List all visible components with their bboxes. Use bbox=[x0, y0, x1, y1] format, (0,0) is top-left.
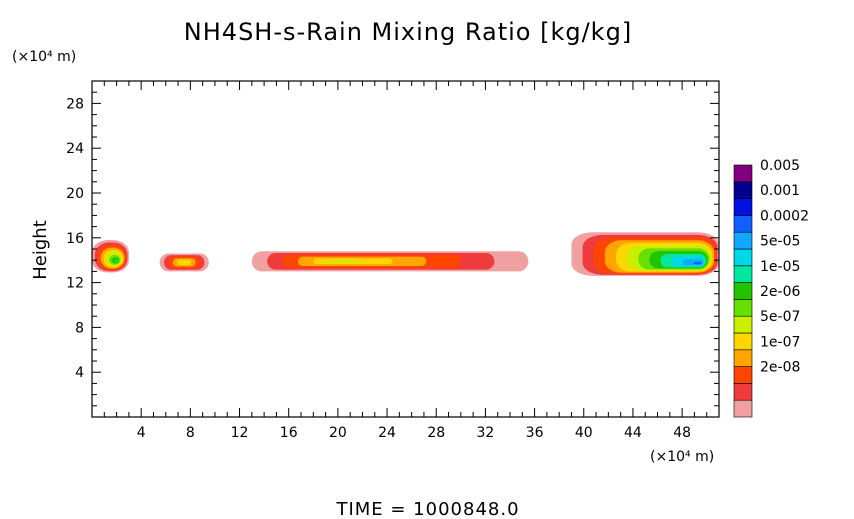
rain-region bbox=[92, 240, 129, 273]
x-tick-label: 20 bbox=[329, 425, 347, 441]
x-tick-label: 8 bbox=[186, 425, 195, 441]
colorbar-swatch bbox=[733, 332, 753, 351]
colorbar-swatch bbox=[733, 215, 753, 233]
heatmap-field bbox=[92, 232, 719, 276]
colorbar-swatch bbox=[733, 349, 753, 367]
colorbar-label: 0.001 bbox=[760, 183, 800, 199]
chart-title: NH4SH-s-Rain Mixing Ratio [kg/kg] bbox=[184, 18, 632, 46]
colorbar-swatch bbox=[733, 198, 753, 216]
plot-frame bbox=[91, 80, 720, 418]
y-tick-label: 4 bbox=[75, 365, 84, 381]
colorbar-label: 5e-05 bbox=[760, 234, 800, 250]
x-tick-label: 44 bbox=[624, 425, 642, 441]
y-tick-label: 24 bbox=[66, 141, 84, 157]
colorbar-swatch bbox=[733, 164, 753, 183]
colorbar-label: 5e-07 bbox=[760, 309, 800, 325]
x-axis: 4 8 12 16 20 24 28 32 36 40 44 48 bbox=[103, 81, 708, 441]
y-tick-label: 16 bbox=[66, 231, 84, 247]
colorbar-label: 2e-08 bbox=[760, 360, 800, 376]
rain-region bbox=[251, 251, 529, 272]
contour-band bbox=[328, 260, 359, 263]
y-axis: 4 8 12 16 20 24 28 bbox=[66, 91, 719, 407]
x-tick-label: 24 bbox=[378, 425, 396, 441]
colorbar: 0.005 0.001 0.0002 5e-05 1e-05 2e-06 5e-07 1e-0… bbox=[733, 158, 809, 418]
colorbar-swatch bbox=[733, 265, 753, 283]
y-unit-label: (×10⁴ m) bbox=[12, 49, 76, 65]
colorbar-swatch bbox=[733, 299, 753, 317]
y-axis-title: Height bbox=[30, 220, 51, 280]
x-tick-label: 36 bbox=[526, 425, 544, 441]
x-tick-label: 32 bbox=[476, 425, 494, 441]
colorbar-label: 0.0002 bbox=[760, 208, 809, 224]
x-tick-label: 40 bbox=[575, 425, 593, 441]
rain-region bbox=[571, 232, 719, 276]
contour-band bbox=[693, 261, 702, 265]
colorbar-swatch bbox=[733, 282, 753, 300]
colorbar-label: 0.005 bbox=[760, 158, 800, 174]
x-tick-label: 12 bbox=[231, 425, 249, 441]
contour-band bbox=[114, 259, 118, 263]
colorbar-swatch bbox=[733, 231, 753, 250]
y-tick-label: 8 bbox=[75, 320, 84, 336]
colorbar-label: 1e-07 bbox=[760, 334, 800, 350]
y-tick-label: 28 bbox=[66, 96, 84, 112]
colorbar-label: 1e-05 bbox=[760, 259, 800, 275]
x-tick-label: 28 bbox=[427, 425, 445, 441]
colorbar-swatch bbox=[733, 383, 753, 401]
colorbar-swatch bbox=[733, 181, 753, 199]
x-unit-label: (×10⁴ m) bbox=[650, 449, 714, 465]
x-tick-label: 4 bbox=[137, 425, 146, 441]
y-tick-label: 12 bbox=[66, 276, 84, 292]
colorbar-swatch bbox=[733, 315, 753, 334]
colorbar-swatch bbox=[733, 366, 753, 384]
colorbar-label: 2e-06 bbox=[760, 284, 800, 300]
y-tick-label: 20 bbox=[66, 186, 84, 202]
x-tick-label: 16 bbox=[280, 425, 298, 441]
rain-region bbox=[159, 253, 209, 272]
contour-band bbox=[181, 261, 187, 264]
colorbar-swatch bbox=[733, 399, 753, 418]
colorbar-swatch bbox=[733, 248, 753, 267]
x-tick-label: 48 bbox=[673, 425, 691, 441]
time-label: TIME = 1000848.0 bbox=[335, 499, 519, 519]
